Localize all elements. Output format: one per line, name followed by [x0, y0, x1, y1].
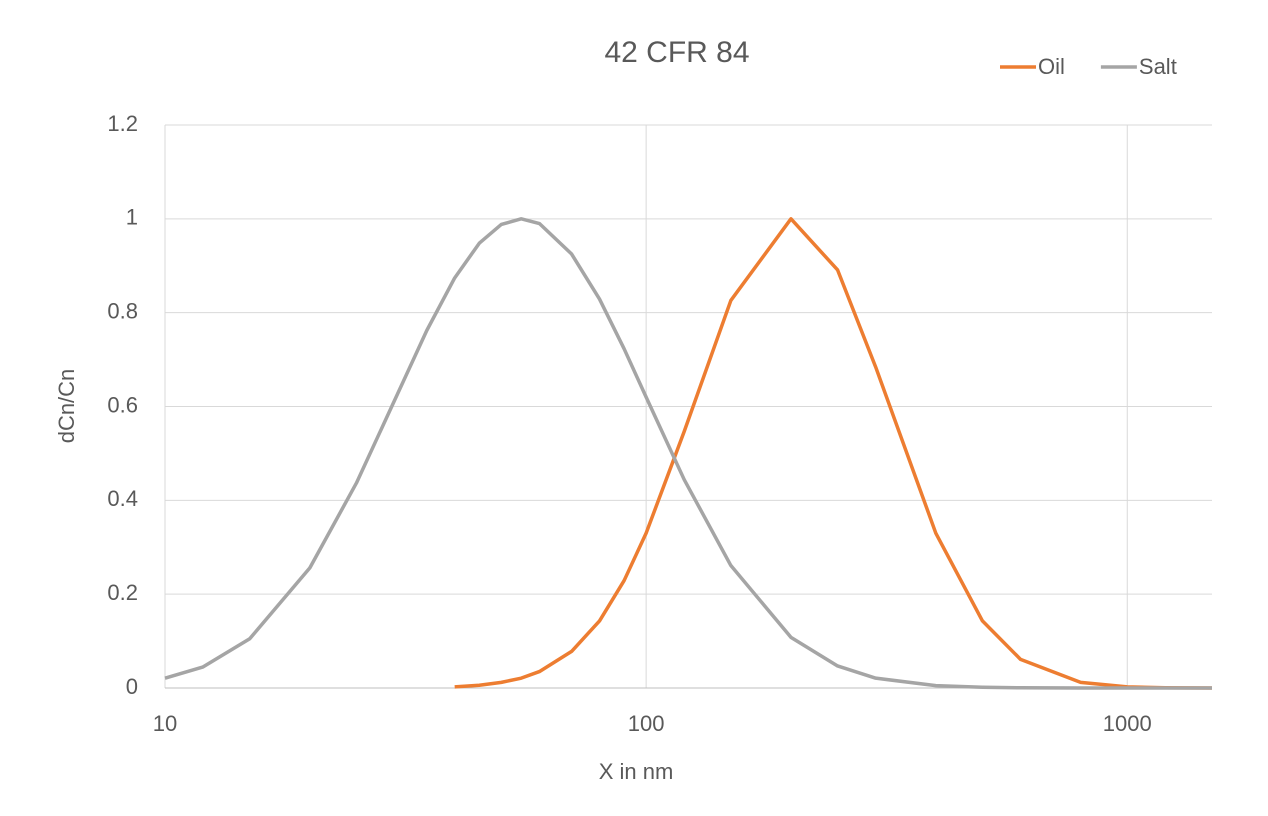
series-line: [164, 217, 1212, 690]
y-tick-label: 0.4: [107, 486, 138, 511]
x-axis-label: X in nm: [599, 759, 674, 784]
y-tick-label: 1.2: [107, 111, 138, 136]
legend-label: Salt: [1139, 54, 1177, 79]
legend-label: Oil: [1038, 54, 1065, 79]
x-tick-label: 1000: [1103, 711, 1152, 736]
y-tick-label: 1: [126, 205, 138, 230]
y-tick-label: 0.6: [107, 392, 138, 417]
series-line: [454, 217, 1213, 690]
y-tick-label: 0.8: [107, 298, 138, 323]
x-tick-label: 100: [628, 711, 665, 736]
y-tick-label: 0: [126, 674, 138, 699]
y-tick-label: 0.2: [107, 580, 138, 605]
x-tick-label: 10: [153, 711, 177, 736]
chart-title: 42 CFR 84: [604, 36, 749, 69]
y-axis-label: dCn/Cn: [54, 369, 79, 444]
